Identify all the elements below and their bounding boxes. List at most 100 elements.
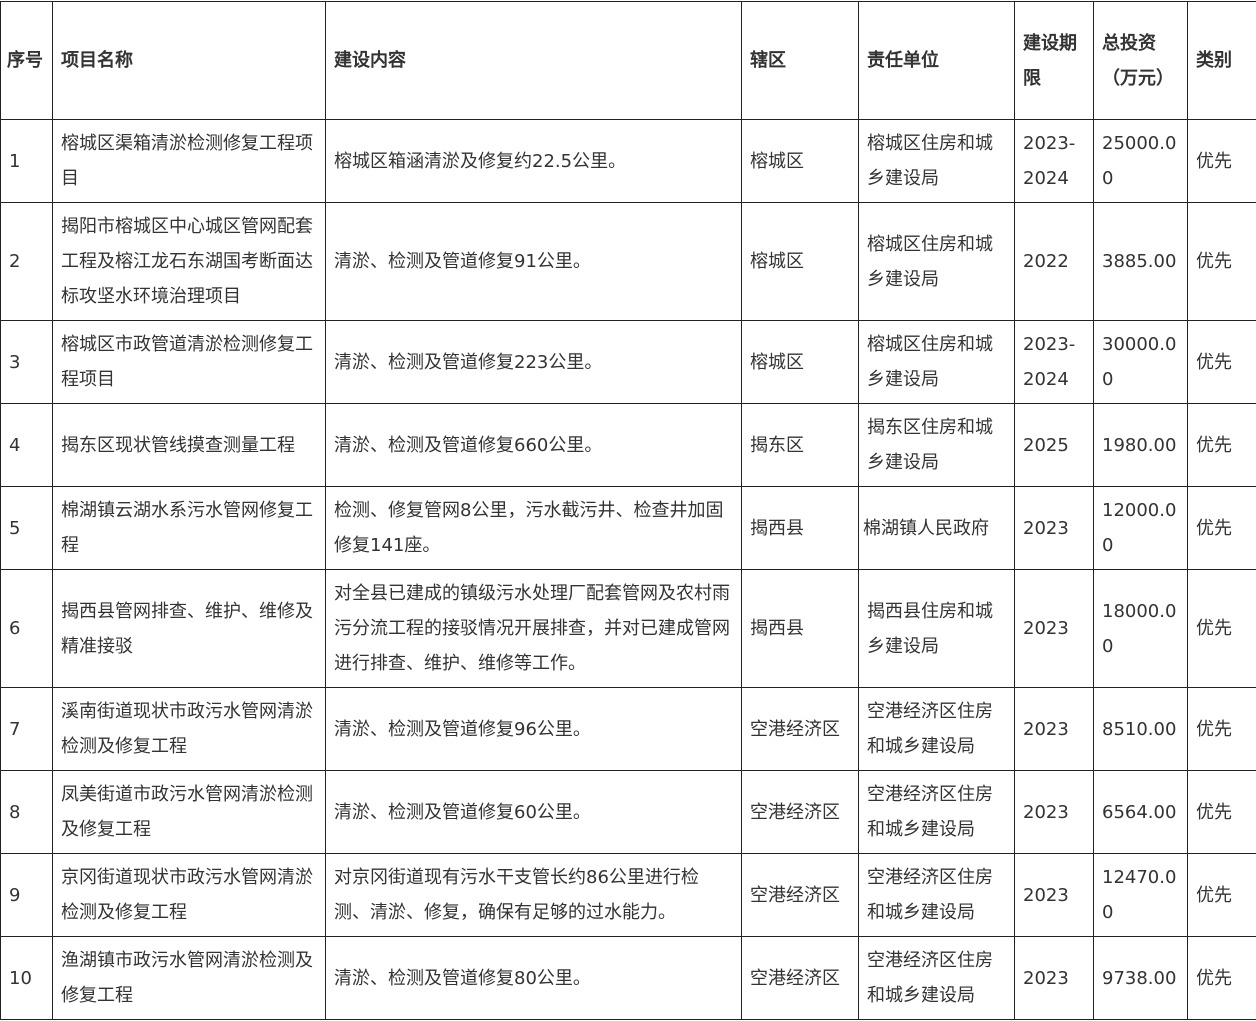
cell-investment: 25000.00 xyxy=(1094,120,1188,203)
cell-investment: 12470.00 xyxy=(1094,854,1188,937)
cell-period: 2023-2024 xyxy=(1015,120,1094,203)
cell-period: 2023 xyxy=(1015,771,1094,854)
cell-no: 3 xyxy=(1,321,53,404)
cell-category: 优先 xyxy=(1188,937,1256,1020)
cell-content: 清淤、检测及管道修复96公里。 xyxy=(326,688,742,771)
cell-category: 优先 xyxy=(1188,404,1256,487)
cell-name: 揭阳市榕城区中心城区管网配套工程及榕江龙石东湖国考断面达标攻坚水环境治理项目 xyxy=(53,203,326,321)
cell-no: 10 xyxy=(1,937,53,1020)
table-header-row: 序号 项目名称 建设内容 辖区 责任单位 建设期限 总投资（万元） 类别 xyxy=(1,2,1256,120)
cell-content: 对全县已建成的镇级污水处理厂配套管网及农村雨污分流工程的接驳情况开展排查，并对已… xyxy=(326,570,742,688)
cell-category: 优先 xyxy=(1188,570,1256,688)
cell-content: 清淤、检测及管道修复91公里。 xyxy=(326,203,742,321)
cell-district: 揭西县 xyxy=(742,570,859,688)
header-period: 建设期限 xyxy=(1015,2,1094,120)
cell-unit: 榕城区住房和城乡建设局 xyxy=(859,203,1015,321)
cell-no: 2 xyxy=(1,203,53,321)
cell-period: 2023-2024 xyxy=(1015,321,1094,404)
cell-period: 2023 xyxy=(1015,487,1094,570)
cell-district: 揭西县 xyxy=(742,487,859,570)
cell-investment: 18000.00 xyxy=(1094,570,1188,688)
cell-district: 空港经济区 xyxy=(742,688,859,771)
cell-period: 2023 xyxy=(1015,937,1094,1020)
cell-unit: 揭东区住房和城乡建设局 xyxy=(859,404,1015,487)
cell-content: 清淤、检测及管道修复60公里。 xyxy=(326,771,742,854)
cell-no: 7 xyxy=(1,688,53,771)
cell-unit: 空港经济区住房和城乡建设局 xyxy=(859,937,1015,1020)
cell-district: 榕城区 xyxy=(742,203,859,321)
cell-category: 优先 xyxy=(1188,854,1256,937)
cell-unit: 空港经济区住房和城乡建设局 xyxy=(859,854,1015,937)
header-no: 序号 xyxy=(1,2,53,120)
cell-no: 5 xyxy=(1,487,53,570)
cell-investment: 9738.00 xyxy=(1094,937,1188,1020)
cell-period: 2023 xyxy=(1015,688,1094,771)
cell-district: 空港经济区 xyxy=(742,937,859,1020)
cell-period: 2023 xyxy=(1015,570,1094,688)
cell-name: 榕城区渠箱清淤检测修复工程项目 xyxy=(53,120,326,203)
cell-district: 空港经济区 xyxy=(742,854,859,937)
cell-no: 4 xyxy=(1,404,53,487)
cell-investment: 3885.00 xyxy=(1094,203,1188,321)
cell-category: 优先 xyxy=(1188,688,1256,771)
cell-content: 榕城区箱涵清淤及修复约22.5公里。 xyxy=(326,120,742,203)
header-district: 辖区 xyxy=(742,2,859,120)
cell-name: 榕城区市政管道清淤检测修复工程项目 xyxy=(53,321,326,404)
cell-unit: 榕城区住房和城乡建设局 xyxy=(859,321,1015,404)
cell-unit: 空港经济区住房和城乡建设局 xyxy=(859,771,1015,854)
cell-district: 空港经济区 xyxy=(742,771,859,854)
cell-investment: 1980.00 xyxy=(1094,404,1188,487)
cell-category: 优先 xyxy=(1188,203,1256,321)
cell-unit: 榕城区住房和城乡建设局 xyxy=(859,120,1015,203)
cell-period: 2023 xyxy=(1015,854,1094,937)
cell-investment: 8510.00 xyxy=(1094,688,1188,771)
cell-investment: 30000.00 xyxy=(1094,321,1188,404)
cell-name: 京冈街道现状市政污水管网清淤检测及修复工程 xyxy=(53,854,326,937)
header-name: 项目名称 xyxy=(53,2,326,120)
cell-unit: 空港经济区住房和城乡建设局 xyxy=(859,688,1015,771)
cell-no: 8 xyxy=(1,771,53,854)
cell-period: 2025 xyxy=(1015,404,1094,487)
cell-investment: 6564.00 xyxy=(1094,771,1188,854)
cell-unit: 棉湖镇人民政府 xyxy=(859,487,1015,570)
cell-unit: 揭西县住房和城乡建设局 xyxy=(859,570,1015,688)
cell-content: 对京冈街道现有污水干支管长约86公里进行检测、清淤、修复，确保有足够的过水能力。 xyxy=(326,854,742,937)
cell-name: 揭东区现状管线摸查测量工程 xyxy=(53,404,326,487)
cell-name: 棉湖镇云湖水系污水管网修复工程 xyxy=(53,487,326,570)
cell-category: 优先 xyxy=(1188,321,1256,404)
cell-period: 2022 xyxy=(1015,203,1094,321)
header-content: 建设内容 xyxy=(326,2,742,120)
cell-district: 揭东区 xyxy=(742,404,859,487)
header-category: 类别 xyxy=(1188,2,1256,120)
cell-no: 6 xyxy=(1,570,53,688)
cell-name: 渔湖镇市政污水管网清淤检测及修复工程 xyxy=(53,937,326,1020)
cell-name: 揭西县管网排查、维护、维修及精准接驳 xyxy=(53,570,326,688)
cell-name: 凤美街道市政污水管网清淤检测及修复工程 xyxy=(53,771,326,854)
cell-name: 溪南街道现状市政污水管网清淤检测及修复工程 xyxy=(53,688,326,771)
cell-no: 9 xyxy=(1,854,53,937)
header-investment: 总投资（万元） xyxy=(1094,2,1188,120)
cell-investment: 12000.00 xyxy=(1094,487,1188,570)
cell-district: 榕城区 xyxy=(742,321,859,404)
cell-content: 清淤、检测及管道修复80公里。 xyxy=(326,937,742,1020)
cell-category: 优先 xyxy=(1188,771,1256,854)
cell-content: 清淤、检测及管道修复223公里。 xyxy=(326,321,742,404)
cell-no: 1 xyxy=(1,120,53,203)
cell-category: 优先 xyxy=(1188,120,1256,203)
header-unit: 责任单位 xyxy=(859,2,1015,120)
cell-content: 检测、修复管网8公里，污水截污井、检查井加固修复141座。 xyxy=(326,487,742,570)
cell-district: 榕城区 xyxy=(742,120,859,203)
cell-category: 优先 xyxy=(1188,487,1256,570)
cell-content: 清淤、检测及管道修复660公里。 xyxy=(326,404,742,487)
